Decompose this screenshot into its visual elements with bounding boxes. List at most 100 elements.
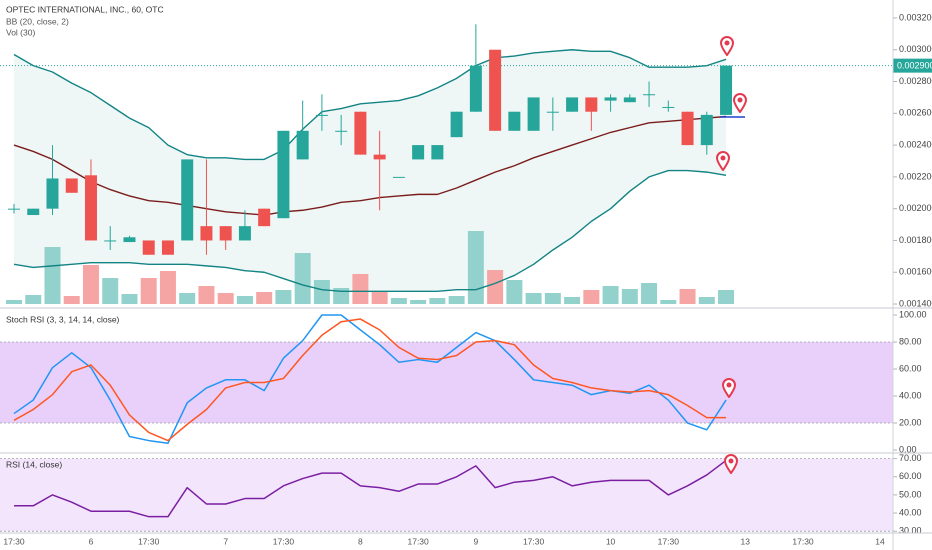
indicator-line: [13, 318, 727, 442]
bb-basis-line: [13, 115, 727, 216]
pane-title: OPTEC INTERNATIONAL, INC., 60, OTC: [6, 4, 164, 14]
volume-bar: [313, 280, 330, 304]
candle-body: [585, 97, 598, 112]
volume-bar: [506, 280, 523, 304]
volume-bar: [275, 290, 292, 304]
time-label: 17:30: [138, 536, 160, 546]
candle-body: [604, 97, 617, 101]
time-label: 17:30: [3, 536, 25, 546]
candle-body: [142, 240, 155, 255]
volume-bar: [6, 300, 22, 304]
volume-bar: [217, 293, 234, 304]
last-price-label: 0.002900: [897, 61, 932, 71]
y-tick-label: 70.00: [899, 453, 922, 463]
candle-body: [258, 208, 271, 227]
candle-body: [681, 111, 694, 146]
candle-body: [181, 159, 194, 241]
volume-bar: [371, 292, 388, 304]
y-tick-label: 60.00: [899, 471, 922, 481]
volume-bar: [198, 286, 215, 304]
candle-body: [392, 176, 405, 178]
volume-bar: [487, 270, 504, 304]
time-label: 17:30: [792, 536, 814, 546]
candle-body: [546, 111, 559, 113]
bb-upper-line: [13, 49, 727, 161]
y-tick-label: 40.00: [899, 507, 922, 517]
volume-bar: [698, 297, 715, 304]
time-label: 9: [473, 536, 478, 546]
time-label: 10: [606, 536, 616, 546]
volume-bar: [352, 274, 369, 304]
volume-bar: [467, 231, 484, 304]
band-fill: [0, 342, 893, 424]
volume-bar: [660, 300, 677, 304]
time-label: 14: [875, 536, 885, 546]
volume-bar: [63, 296, 80, 304]
candle-body: [277, 130, 290, 219]
bb-lower-line: [13, 169, 727, 293]
time-label: 17:30: [523, 536, 545, 546]
candle-body: [469, 65, 482, 112]
time-label: 7: [223, 536, 228, 546]
volume-bar: [82, 265, 99, 304]
candle-body: [354, 111, 367, 155]
y-tick-label: 20.00: [899, 417, 922, 427]
volume-bar: [25, 295, 42, 304]
candle-body: [662, 106, 675, 108]
candle-body: [296, 130, 309, 160]
time-label: 8: [358, 536, 363, 546]
candle-body: [450, 111, 463, 138]
candle-body: [200, 226, 213, 241]
candle-body: [238, 226, 251, 241]
volume-bar: [159, 271, 176, 304]
y-tick-label: 30.00: [899, 526, 922, 536]
volume-bar: [679, 289, 696, 304]
time-label: 17:30: [407, 536, 429, 546]
candle-body: [123, 237, 136, 243]
candle-body: [27, 208, 40, 216]
volume-bar: [602, 286, 619, 304]
pane-title: Stoch RSI (3, 3, 14, 14, close): [6, 314, 120, 324]
candle-body: [8, 208, 20, 210]
volume-bar: [621, 289, 638, 304]
indicator-line: [14, 459, 727, 518]
last-price-box: [893, 58, 932, 73]
indicator-label: BB (20, close, 2): [6, 16, 69, 26]
band-fill: [0, 458, 893, 532]
candle-body: [373, 154, 386, 160]
candle-body: [335, 130, 348, 132]
volume-bar: [256, 292, 273, 304]
volume-bar: [390, 298, 407, 304]
candle-body: [431, 145, 444, 160]
candle-body: [161, 240, 174, 255]
volume-bar: [102, 278, 119, 304]
candle-body: [527, 97, 540, 131]
y-tick-label: 0.001400: [899, 298, 932, 308]
y-tick-label: 50.00: [899, 489, 922, 499]
candle-body: [489, 49, 502, 131]
layers: 0.002900 BB (20, close, 2)Vol (30) 17:30 6 1…: [0, 4, 932, 546]
candle-body: [643, 94, 656, 96]
candle-body: [623, 97, 636, 103]
time-label: 17:30: [273, 536, 295, 546]
volume-bar: [140, 278, 157, 304]
candle-body: [566, 97, 579, 112]
volume-bar: [544, 293, 561, 304]
candle-body: [412, 145, 425, 160]
candle-body: [65, 178, 78, 193]
candle-body: [315, 114, 328, 116]
volume-bar: [525, 293, 542, 304]
indicator-line: [13, 314, 727, 445]
time-label: 17:30: [658, 536, 680, 546]
pane-title: RSI (14, close): [6, 459, 62, 469]
y-tick-label: 80.00: [899, 336, 922, 346]
